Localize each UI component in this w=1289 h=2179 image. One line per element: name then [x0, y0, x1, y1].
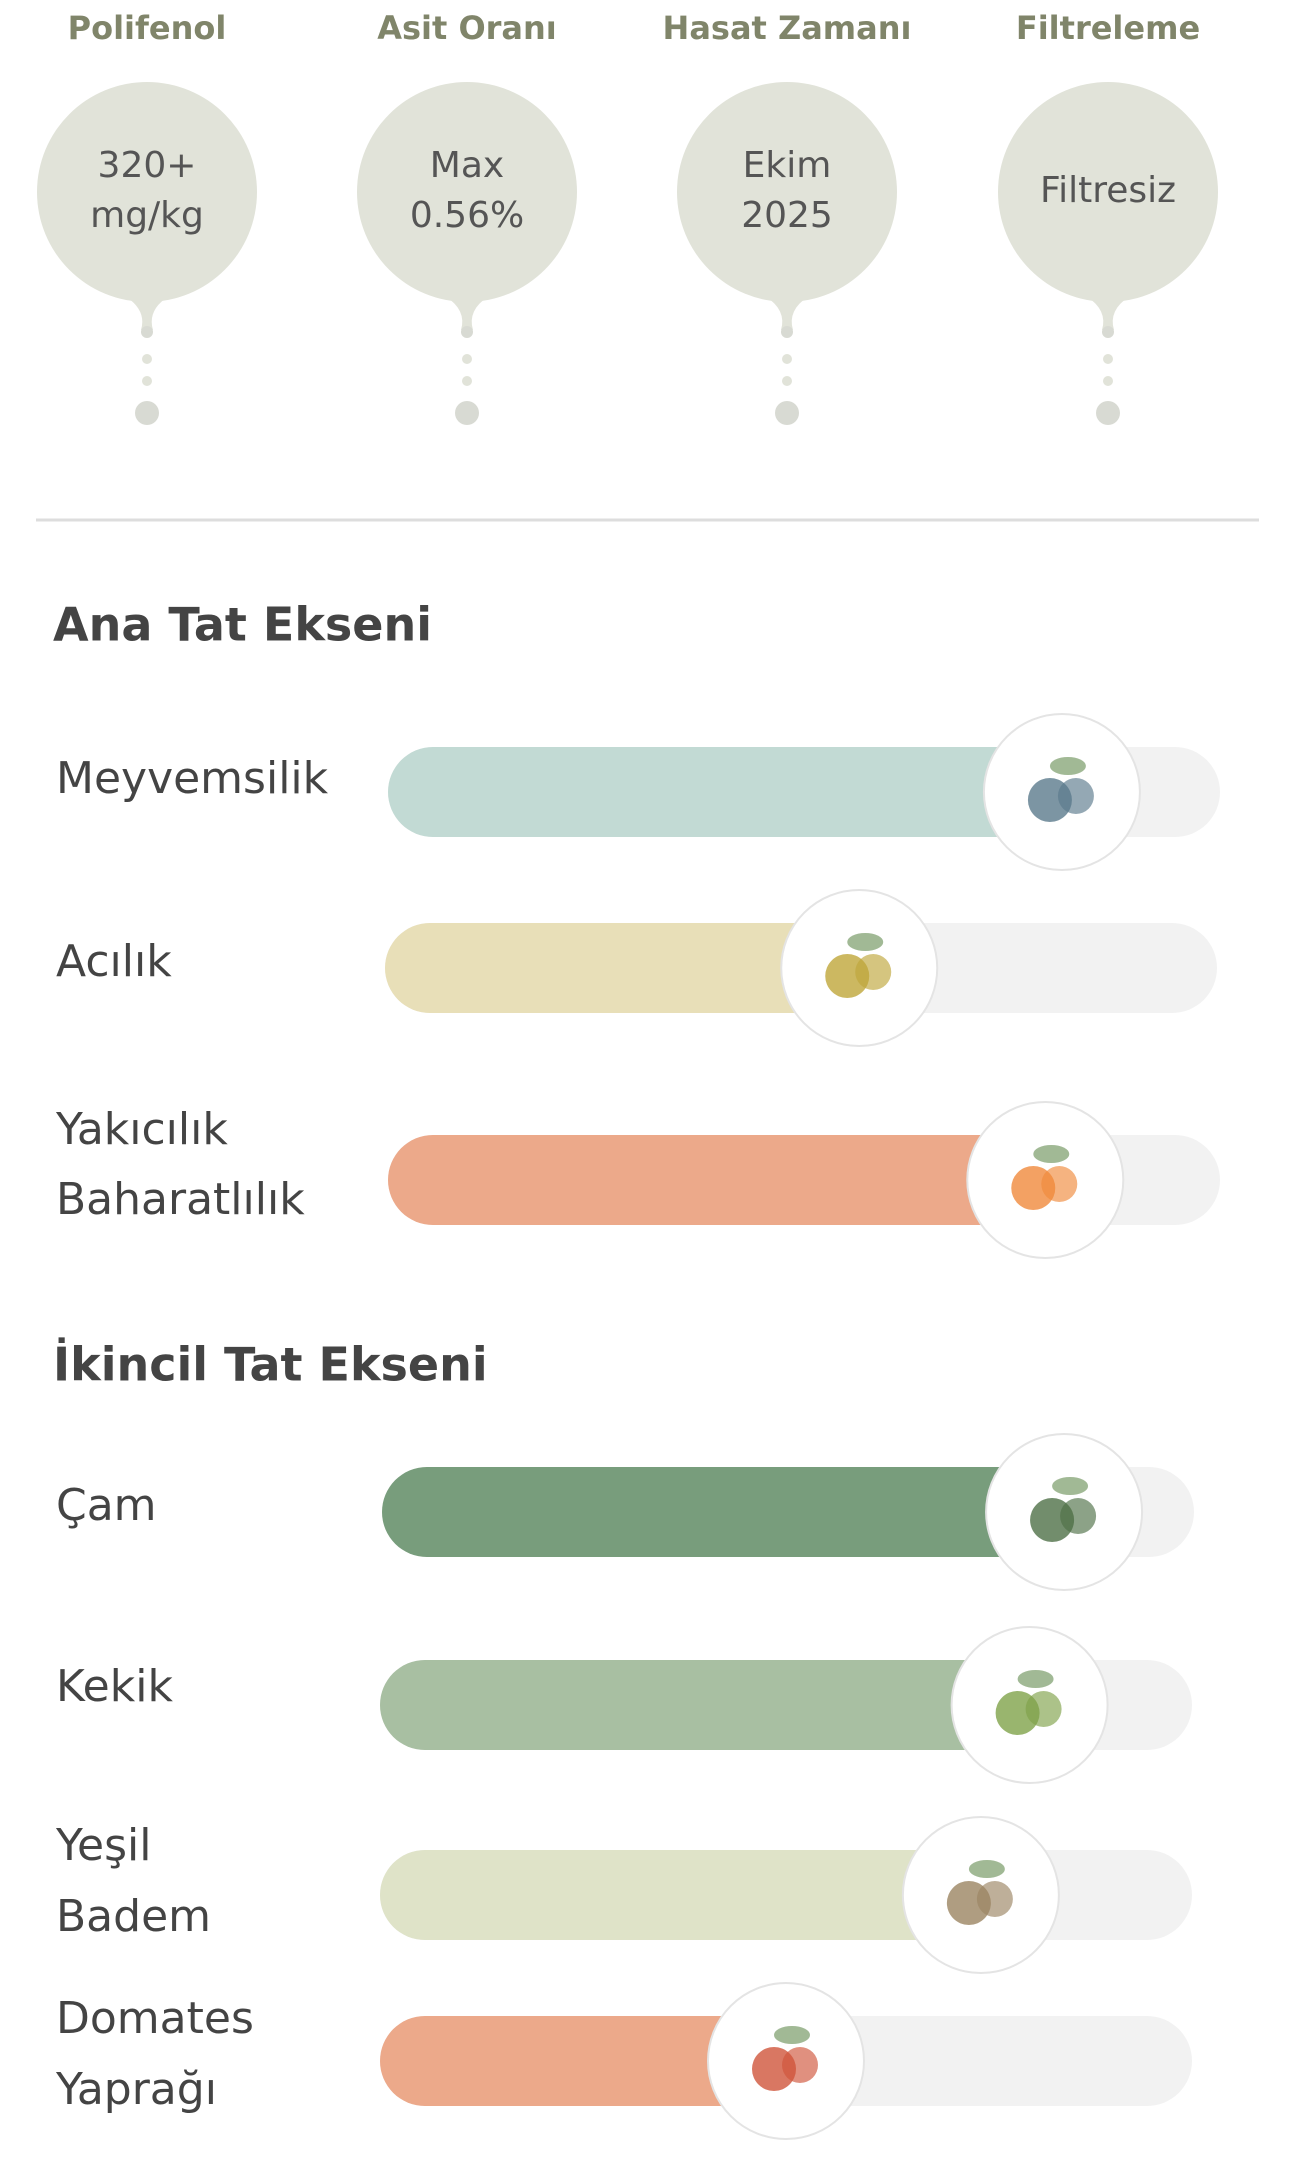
spec-dot: [782, 376, 792, 386]
row-label: Çam: [56, 1480, 157, 1531]
row-label: Domates: [56, 1993, 254, 2044]
row-label: Yakıcılık: [55, 1104, 228, 1155]
spec-dot: [1102, 326, 1114, 338]
row-label: Yeşil: [55, 1820, 151, 1871]
spec-drip: [1086, 296, 1130, 330]
spec-dot: [1096, 401, 1120, 425]
level-fill: [385, 923, 860, 1013]
level-fill: [388, 747, 1062, 837]
spec-bubble: [998, 82, 1218, 302]
spec-title: Asit Oranı: [377, 9, 557, 47]
spec-dot: [462, 376, 472, 386]
icon: [1017, 1670, 1054, 1688]
icon: [1052, 1477, 1089, 1495]
spec-drip: [125, 296, 169, 330]
spec-value: 0.56%: [410, 195, 524, 236]
icon: [1025, 1691, 1062, 1727]
icon: [1049, 757, 1086, 775]
spec-dot: [775, 401, 799, 425]
spec-dot: [142, 354, 152, 364]
spec-dot: [135, 401, 159, 425]
spec-dot: [781, 326, 793, 338]
spec-dot: [1103, 376, 1113, 386]
icon: [782, 2047, 818, 2083]
level-fill: [380, 1660, 1030, 1750]
spec-bubble: [677, 82, 897, 302]
row-label: Baharatlılık: [56, 1174, 305, 1225]
spec-title: Filtreleme: [1016, 9, 1200, 47]
spec-dot: [461, 326, 473, 338]
spec-dot: [782, 354, 792, 364]
spec-dot: [142, 376, 152, 386]
spec-value: Filtresiz: [1040, 170, 1176, 211]
row-label: Yaprağı: [55, 2064, 217, 2115]
spec-value: Ekim: [743, 145, 832, 186]
level-fill: [382, 1467, 1065, 1557]
level-fill: [388, 1135, 1046, 1225]
spec-dot: [1103, 354, 1113, 364]
spec-dot: [141, 326, 153, 338]
spec-value: 320+: [98, 145, 197, 186]
row-label: Badem: [56, 1891, 211, 1942]
icon: [1041, 1166, 1078, 1202]
row-label: Kekik: [56, 1661, 173, 1712]
spec-dot: [455, 401, 479, 425]
icon: [1060, 1498, 1097, 1534]
spec-value: 2025: [741, 195, 833, 236]
spec-value: Max: [430, 145, 504, 186]
section-title: Ana Tat Ekseni: [53, 598, 432, 652]
spec-title: Polifenol: [68, 9, 227, 47]
spec-drip: [765, 296, 809, 330]
row-label: Acılık: [56, 936, 172, 987]
spec-dot: [462, 354, 472, 364]
level-fill: [380, 2016, 786, 2106]
level-fill: [380, 1850, 981, 1940]
spec-title: Hasat Zamanı: [663, 9, 912, 47]
icon: [855, 954, 892, 990]
section-title: İkincil Tat Ekseni: [53, 1338, 488, 1392]
icon: [847, 933, 884, 951]
icon: [1057, 778, 1094, 814]
icon: [774, 2026, 810, 2044]
icon: [1033, 1145, 1070, 1163]
spec-bubble: [357, 82, 577, 302]
icon: [968, 1860, 1005, 1878]
spec-value: mg/kg: [90, 195, 204, 236]
spec-drip: [445, 296, 489, 330]
spec-bubble: [37, 82, 257, 302]
row-label: Meyvemsilik: [56, 753, 329, 804]
icon: [976, 1881, 1013, 1917]
